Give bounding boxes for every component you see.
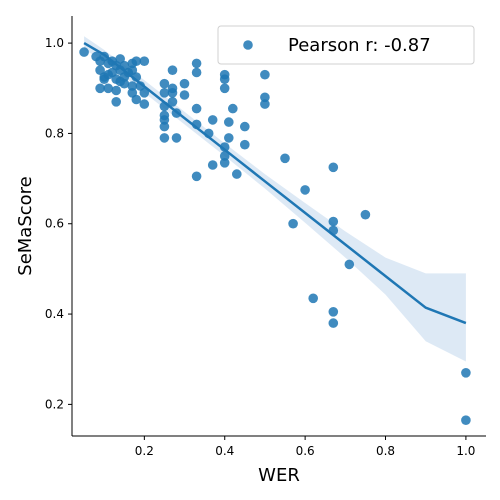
data-point-73 <box>280 153 290 164</box>
data-point-35 <box>159 78 170 89</box>
data-point-65 <box>224 133 234 143</box>
y-tick-label-3: 0.8 <box>45 126 64 140</box>
data-point-0 <box>79 47 89 57</box>
data-point-82 <box>344 259 355 270</box>
data-point-75 <box>300 185 310 195</box>
x-tick-label-0: 0.2 <box>135 444 154 458</box>
y-ticks: 0.2 0.4 0.6 0.8 1.0 <box>45 36 72 411</box>
data-point-81 <box>328 318 339 328</box>
data-point-72 <box>260 99 270 109</box>
data-point-62 <box>219 151 230 161</box>
data-point-78 <box>328 216 339 227</box>
data-point-80 <box>328 307 339 317</box>
data-point-32 <box>139 56 150 66</box>
data-point-44 <box>167 88 178 98</box>
data-point-4 <box>95 83 105 94</box>
legend-box <box>217 25 475 65</box>
data-point-76 <box>308 293 319 304</box>
data-point-51 <box>191 67 202 78</box>
data-point-41 <box>159 133 170 143</box>
data-point-56 <box>207 115 218 125</box>
x-tick-label-4: 1.0 <box>456 444 475 458</box>
y-tick-label-1: 0.4 <box>45 307 64 321</box>
data-point-84 <box>461 368 471 378</box>
confidence-band <box>84 36 466 362</box>
legend: Pearson r: -0.87 <box>217 25 475 65</box>
x-tick-label-2: 0.6 <box>296 444 315 458</box>
data-point-68 <box>240 121 250 132</box>
data-point-42 <box>167 65 178 75</box>
data-point-50 <box>191 58 202 69</box>
x-axis-title: WER <box>258 465 300 486</box>
data-point-48 <box>179 78 190 89</box>
data-point-49 <box>179 90 190 100</box>
x-ticks: 0.2 0.4 0.6 0.8 1.0 <box>135 436 475 458</box>
data-point-26 <box>127 81 138 91</box>
data-point-15 <box>111 85 121 96</box>
data-point-57 <box>207 160 218 170</box>
regression-line-layer <box>83 42 467 325</box>
data-point-46 <box>171 133 182 143</box>
data-point-45 <box>167 97 178 107</box>
x-tick-label-1: 0.4 <box>215 444 234 458</box>
data-point-70 <box>260 69 270 80</box>
x-tick-label-3: 0.8 <box>376 444 395 458</box>
data-point-33 <box>139 88 150 98</box>
data-point-63 <box>219 158 230 168</box>
data-point-66 <box>228 103 238 114</box>
data-point-34 <box>139 99 150 109</box>
data-point-69 <box>240 139 250 150</box>
data-point-22 <box>119 78 130 89</box>
data-point-71 <box>260 92 270 103</box>
data-point-30 <box>131 94 142 105</box>
data-point-85 <box>461 415 471 426</box>
data-point-28 <box>131 56 142 66</box>
y-tick-label-4: 1.0 <box>45 36 64 50</box>
y-tick-label-0: 0.2 <box>45 397 64 411</box>
data-point-83 <box>360 209 371 220</box>
data-point-54 <box>191 171 202 182</box>
y-axis-title: SeMaScore <box>15 176 36 275</box>
y-tick-label-2: 0.6 <box>45 217 64 231</box>
data-point-60 <box>219 83 230 94</box>
data-point-77 <box>328 162 339 173</box>
confidence-band-layer <box>84 36 466 362</box>
points-layer <box>79 47 471 426</box>
data-point-16 <box>111 97 121 107</box>
data-point-74 <box>288 218 298 229</box>
legend-marker <box>243 40 253 50</box>
data-point-67 <box>232 169 242 179</box>
data-point-52 <box>191 103 202 114</box>
data-point-59 <box>219 74 230 84</box>
data-point-10 <box>103 83 113 94</box>
legend-label: Pearson r: -0.87 <box>288 35 431 56</box>
data-point-36 <box>159 88 170 98</box>
regression-line <box>83 42 467 325</box>
data-point-64 <box>224 117 234 127</box>
data-point-40 <box>159 121 170 132</box>
data-point-39 <box>159 115 170 125</box>
